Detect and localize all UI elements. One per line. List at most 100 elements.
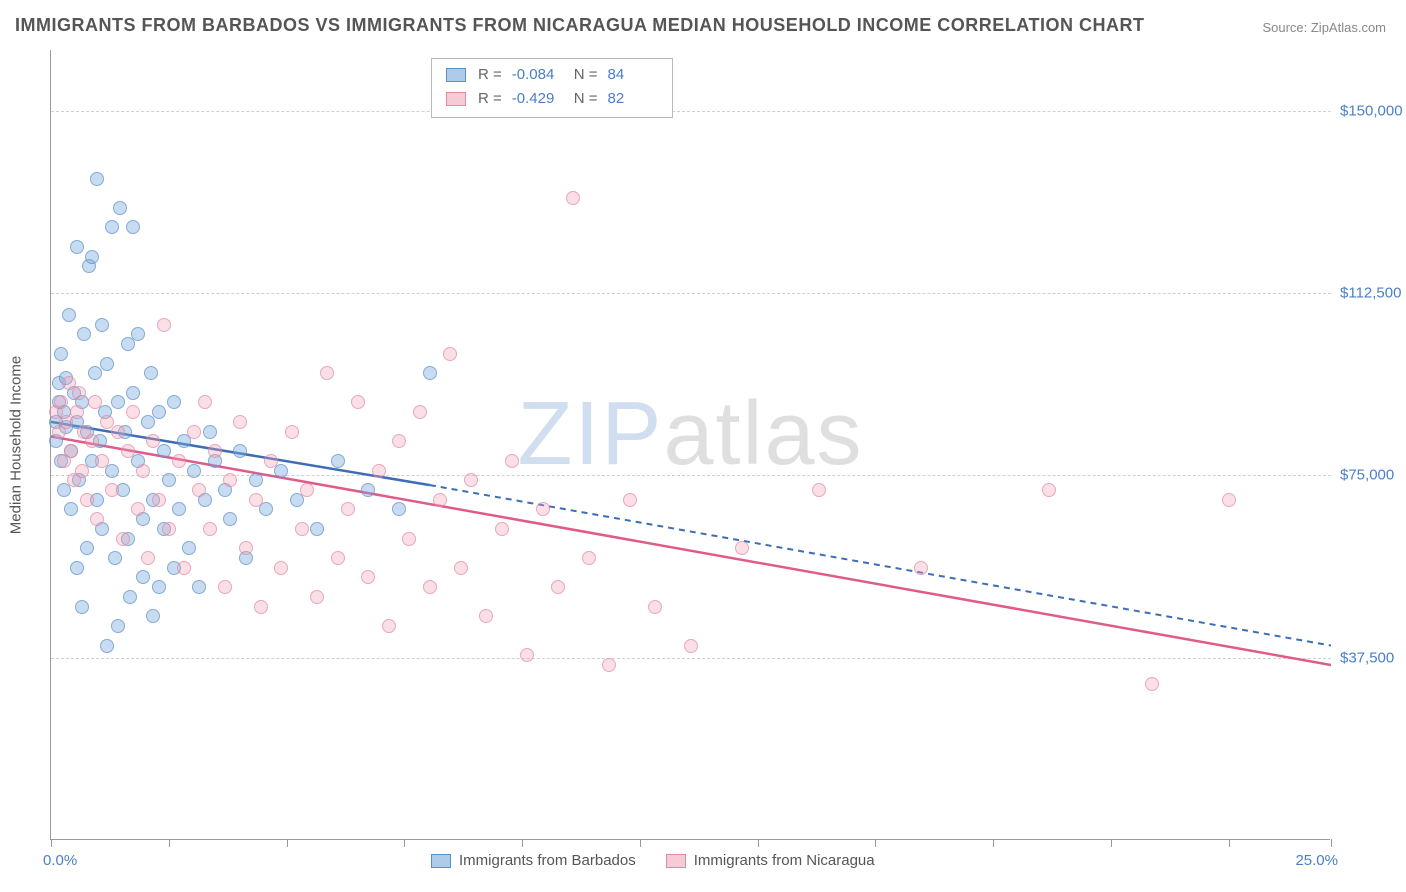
scatter-point-pink [64, 444, 78, 458]
scatter-point-pink [372, 464, 386, 478]
scatter-point-blue [111, 619, 125, 633]
scatter-point-pink [443, 347, 457, 361]
scatter-point-pink [648, 600, 662, 614]
scatter-point-pink [454, 561, 468, 575]
scatter-point-blue [90, 172, 104, 186]
x-tick [522, 839, 523, 847]
scatter-point-blue [136, 570, 150, 584]
stat-r-value: -0.429 [512, 87, 562, 111]
legend-label: Immigrants from Nicaragua [694, 852, 875, 869]
scatter-point-pink [505, 454, 519, 468]
scatter-point-pink [105, 483, 119, 497]
scatter-point-pink [413, 405, 427, 419]
scatter-point-blue [423, 366, 437, 380]
gridline-h [51, 111, 1331, 112]
scatter-point-blue [249, 473, 263, 487]
scatter-point-blue [162, 473, 176, 487]
swatch-blue [431, 854, 451, 868]
scatter-point-blue [108, 551, 122, 565]
scatter-point-pink [152, 493, 166, 507]
scatter-point-pink [1145, 677, 1159, 691]
source-attribution: Source: ZipAtlas.com [1262, 20, 1386, 35]
scatter-point-pink [310, 590, 324, 604]
scatter-point-blue [88, 366, 102, 380]
scatter-point-blue [187, 464, 201, 478]
scatter-point-blue [70, 561, 84, 575]
scatter-point-pink [198, 395, 212, 409]
scatter-point-pink [208, 444, 222, 458]
swatch-pink [446, 92, 466, 106]
scatter-point-pink [95, 454, 109, 468]
scatter-point-pink [495, 522, 509, 536]
scatter-point-pink [223, 473, 237, 487]
scatter-point-pink [566, 191, 580, 205]
scatter-point-pink [72, 386, 86, 400]
scatter-point-blue [259, 502, 273, 516]
x-tick [1229, 839, 1230, 847]
y-tick-label: $37,500 [1340, 649, 1406, 666]
scatter-point-blue [172, 502, 186, 516]
scatter-point-blue [70, 240, 84, 254]
scatter-point-blue [62, 308, 76, 322]
scatter-point-blue [85, 250, 99, 264]
scatter-point-blue [77, 327, 91, 341]
stat-n-label: N = [574, 63, 598, 87]
scatter-point-pink [1042, 483, 1056, 497]
scatter-point-pink [141, 551, 155, 565]
scatter-point-blue [157, 444, 171, 458]
scatter-point-blue [111, 395, 125, 409]
x-tick [1331, 839, 1332, 847]
y-axis-title: Median Household Income [8, 355, 25, 533]
y-tick-label: $150,000 [1340, 102, 1406, 119]
scatter-point-blue [203, 425, 217, 439]
scatter-point-blue [233, 444, 247, 458]
scatter-point-pink [551, 580, 565, 594]
scatter-point-pink [192, 483, 206, 497]
scatter-point-blue [152, 405, 166, 419]
scatter-point-pink [285, 425, 299, 439]
scatter-point-pink [254, 600, 268, 614]
x-axis-label-min: 0.0% [43, 852, 77, 869]
scatter-point-pink [520, 648, 534, 662]
scatter-point-pink [602, 658, 616, 672]
scatter-point-blue [113, 201, 127, 215]
scatter-point-pink [812, 483, 826, 497]
swatch-blue [446, 68, 466, 82]
gridline-h [51, 475, 1331, 476]
scatter-point-blue [105, 464, 119, 478]
x-tick [169, 839, 170, 847]
watermark: ZIPatlas [517, 383, 863, 486]
scatter-point-pink [162, 522, 176, 536]
x-tick [875, 839, 876, 847]
scatter-point-blue [152, 580, 166, 594]
scatter-point-pink [111, 425, 125, 439]
scatter-point-pink [684, 639, 698, 653]
trendline-dashed-blue [430, 485, 1331, 645]
x-tick [758, 839, 759, 847]
legend: Immigrants from Barbados Immigrants from … [431, 852, 875, 869]
legend-item: Immigrants from Nicaragua [666, 852, 875, 869]
gridline-h [51, 293, 1331, 294]
scatter-point-pink [70, 405, 84, 419]
x-tick [993, 839, 994, 847]
stat-r-label: R = [478, 87, 502, 111]
legend-label: Immigrants from Barbados [459, 852, 636, 869]
gridline-h [51, 658, 1331, 659]
scatter-point-blue [146, 609, 160, 623]
x-tick [640, 839, 641, 847]
watermark-zip: ZIP [517, 384, 663, 484]
scatter-point-blue [100, 357, 114, 371]
correlation-stats-box: R =-0.084N =84R =-0.429N =82 [431, 58, 673, 118]
scatter-point-blue [105, 220, 119, 234]
y-tick-label: $112,500 [1340, 285, 1406, 302]
scatter-point-pink [331, 551, 345, 565]
scatter-point-pink [88, 395, 102, 409]
scatter-point-blue [75, 600, 89, 614]
scatter-point-pink [177, 561, 191, 575]
scatter-point-pink [433, 493, 447, 507]
scatter-point-pink [351, 395, 365, 409]
scatter-point-pink [136, 464, 150, 478]
y-tick-label: $75,000 [1340, 467, 1406, 484]
scatter-point-blue [54, 347, 68, 361]
scatter-point-pink [300, 483, 314, 497]
